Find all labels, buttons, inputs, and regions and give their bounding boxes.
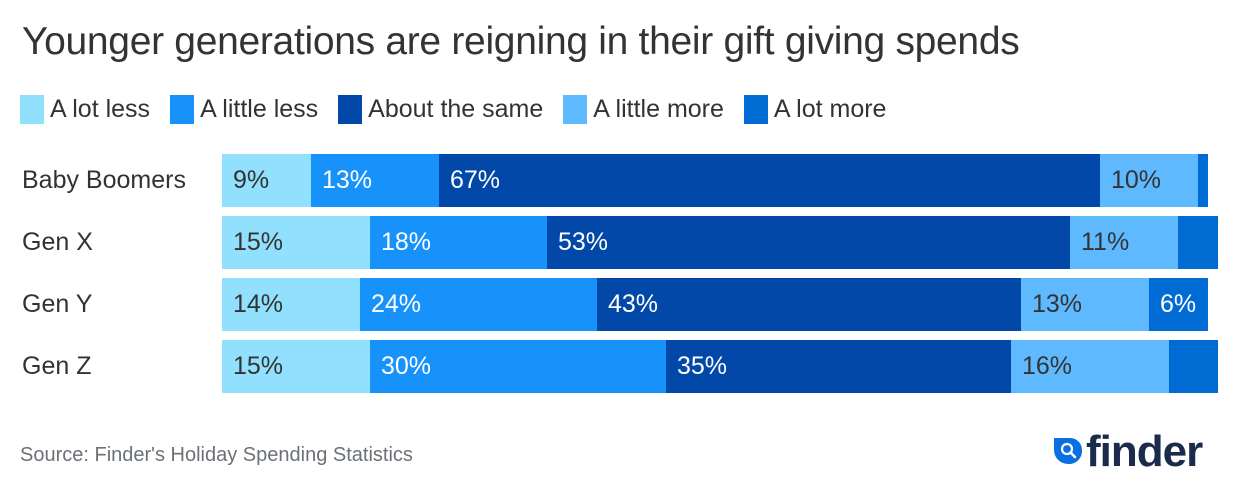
chart-title: Younger generations are reigning in thei… xyxy=(22,20,1020,63)
bar-segment xyxy=(222,216,370,269)
legend: A lot less A little less About the same … xyxy=(20,95,906,124)
data-label: 13% xyxy=(1032,290,1083,318)
data-label: 13% xyxy=(322,166,373,194)
bar-segment xyxy=(1198,154,1208,207)
magnifier-drop-icon xyxy=(1052,434,1083,471)
legend-swatch xyxy=(338,95,363,124)
data-label: 53% xyxy=(558,228,609,256)
bar-segment xyxy=(1178,216,1218,269)
data-label: 11% xyxy=(1081,228,1130,256)
bar-segment xyxy=(370,216,547,269)
data-label: 15% xyxy=(233,228,284,256)
bar-segment xyxy=(360,278,597,331)
bar-segment xyxy=(597,278,1021,331)
data-label: 24% xyxy=(371,290,422,318)
legend-item-about-the-same: About the same xyxy=(338,95,543,124)
legend-item-a-lot-less: A lot less xyxy=(20,95,150,124)
legend-item-a-little-less: A little less xyxy=(170,95,318,124)
bar-segment xyxy=(222,154,311,207)
bar-segment xyxy=(666,340,1011,393)
legend-item-a-lot-more: A lot more xyxy=(743,95,887,124)
logo-text: finder xyxy=(1086,427,1203,476)
data-label: 30% xyxy=(381,352,432,380)
bar-segment xyxy=(1021,278,1149,331)
legend-label: A little less xyxy=(200,95,319,123)
data-label: 35% xyxy=(677,352,728,380)
data-label: 18% xyxy=(381,228,432,256)
category-label: Baby Boomers xyxy=(22,166,186,194)
data-label: 9% xyxy=(233,166,270,194)
bar-segment xyxy=(547,216,1070,269)
finder-logo: finder xyxy=(1052,427,1203,476)
bar-segment xyxy=(1100,154,1198,207)
data-label: 15% xyxy=(233,352,284,380)
legend-swatch xyxy=(563,95,588,124)
bar-segment xyxy=(1011,340,1169,393)
legend-swatch xyxy=(743,95,768,124)
data-label: 10% xyxy=(1111,166,1162,194)
bar-segment xyxy=(439,154,1100,207)
legend-label: A lot more xyxy=(773,95,887,123)
bar-segment xyxy=(222,278,360,331)
category-label: Gen Z xyxy=(22,352,92,380)
data-label: 6% xyxy=(1160,290,1197,318)
legend-label: A lot less xyxy=(50,95,151,123)
legend-swatch xyxy=(20,95,44,124)
source-note: Source: Finder's Holiday Spending Statis… xyxy=(20,444,413,466)
data-label: 67% xyxy=(450,166,501,194)
bar-segment xyxy=(222,340,370,393)
bar-segment xyxy=(1070,216,1178,269)
legend-swatch xyxy=(170,95,195,124)
data-label: 16% xyxy=(1022,352,1073,380)
legend-label: About the same xyxy=(368,95,544,123)
bar-segment xyxy=(311,154,439,207)
legend-label: A little more xyxy=(593,95,724,123)
category-label: Gen X xyxy=(22,228,93,256)
data-label: 14% xyxy=(233,290,284,318)
bar-segment xyxy=(1169,340,1218,393)
category-label: Gen Y xyxy=(22,290,93,318)
legend-item-a-little-more: A little more xyxy=(563,95,724,124)
data-label: 43% xyxy=(608,290,659,318)
bar-segment xyxy=(370,340,666,393)
bar-segment xyxy=(1149,278,1208,331)
